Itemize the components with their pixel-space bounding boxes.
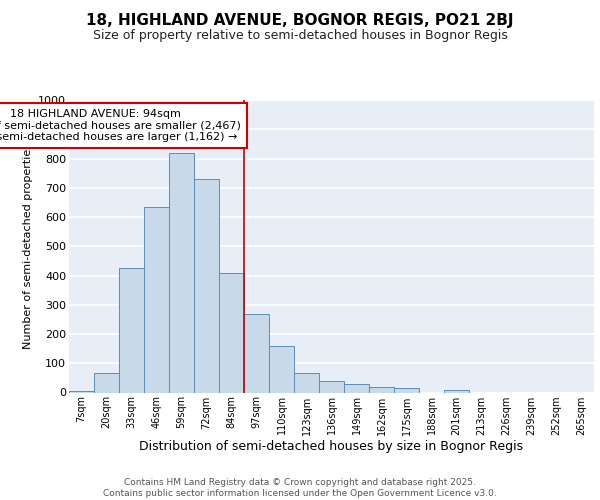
Y-axis label: Number of semi-detached properties: Number of semi-detached properties	[23, 143, 32, 350]
Bar	[394, 388, 419, 392]
Bar	[294, 374, 319, 392]
Bar	[319, 381, 344, 392]
Bar	[444, 390, 469, 392]
Text: Contains HM Land Registry data © Crown copyright and database right 2025.
Contai: Contains HM Land Registry data © Crown c…	[103, 478, 497, 498]
Bar	[369, 387, 394, 392]
Bar	[119, 268, 144, 392]
Bar	[344, 384, 369, 392]
Bar	[169, 152, 194, 392]
Text: 18, HIGHLAND AVENUE, BOGNOR REGIS, PO21 2BJ: 18, HIGHLAND AVENUE, BOGNOR REGIS, PO21 …	[86, 12, 514, 28]
Bar	[69, 391, 94, 392]
Text: 18 HIGHLAND AVENUE: 94sqm
← 67% of semi-detached houses are smaller (2,467)
32% : 18 HIGHLAND AVENUE: 94sqm ← 67% of semi-…	[0, 109, 241, 142]
Bar	[219, 272, 244, 392]
Bar	[244, 314, 269, 392]
Text: Size of property relative to semi-detached houses in Bognor Regis: Size of property relative to semi-detach…	[92, 29, 508, 42]
Bar	[144, 207, 169, 392]
Bar	[94, 374, 119, 392]
X-axis label: Distribution of semi-detached houses by size in Bognor Regis: Distribution of semi-detached houses by …	[139, 440, 524, 454]
Bar	[269, 346, 294, 393]
Bar	[194, 179, 219, 392]
